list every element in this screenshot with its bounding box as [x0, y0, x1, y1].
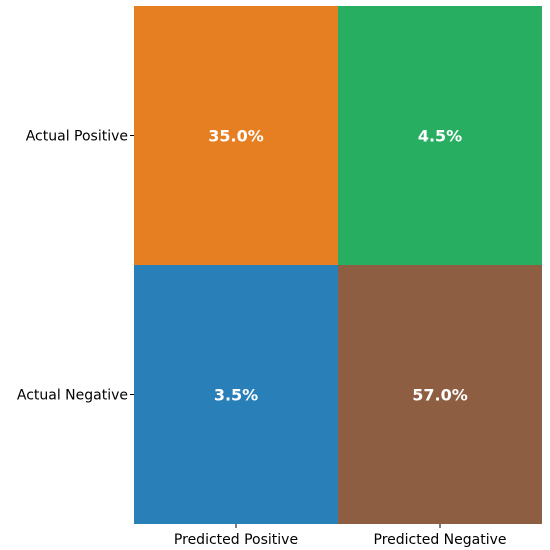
heatmap-cell-r1-c0	[134, 265, 338, 524]
heatmap-cell-r0-c0	[134, 6, 338, 265]
cell-value-label-r0-c0: 35.0%	[208, 127, 264, 146]
cell-value-label-r1-c0: 3.5%	[214, 386, 258, 405]
x-tick-label-0: Predicted Positive	[174, 532, 298, 548]
heatmap-cell-r1-c1	[338, 265, 542, 524]
y-tick-label-0: Actual Positive	[26, 129, 128, 145]
y-tick-label-1: Actual Negative	[17, 388, 128, 404]
x-tick-label-1: Predicted Negative	[374, 532, 507, 548]
heatmap-cell-r0-c1	[338, 6, 542, 265]
cell-value-label-r1-c1: 57.0%	[412, 386, 468, 405]
cell-value-label-r0-c1: 4.5%	[418, 127, 462, 146]
